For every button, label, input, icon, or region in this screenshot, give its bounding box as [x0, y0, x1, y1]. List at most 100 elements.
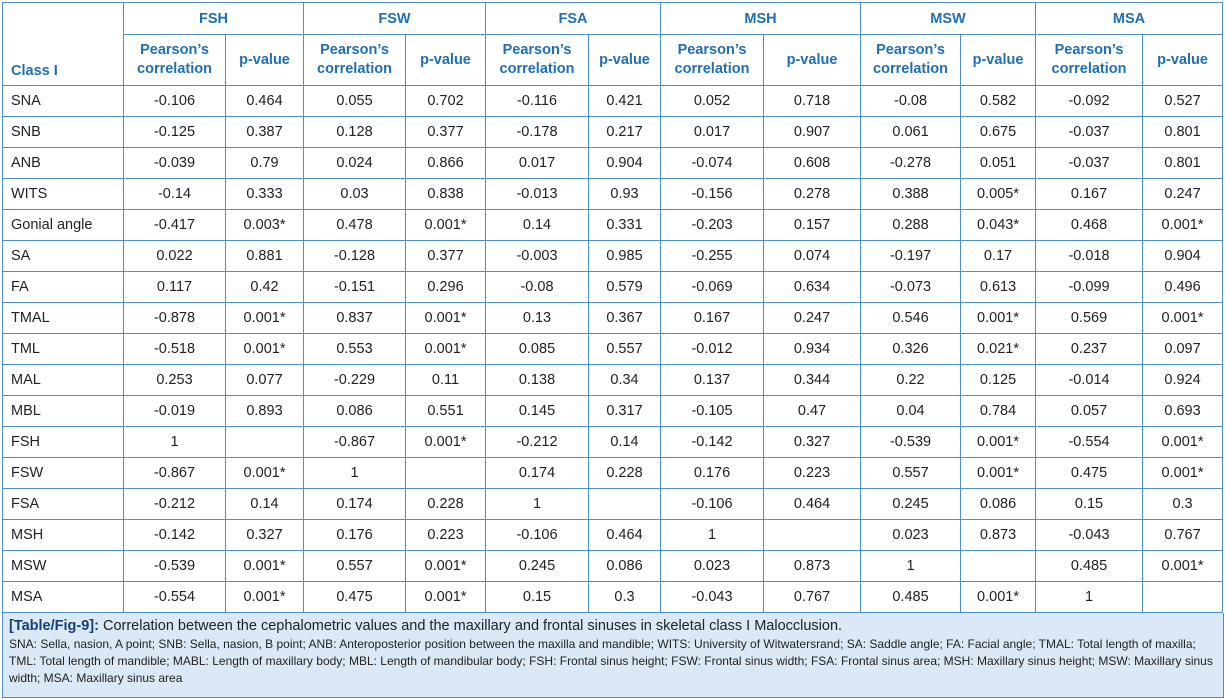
cell: 0.784: [960, 395, 1037, 427]
cell: -0.142: [123, 519, 226, 551]
cell: -0.212: [123, 488, 226, 520]
cell: 0.326: [860, 333, 962, 365]
cell: 0.985: [588, 240, 661, 272]
row-label: FSA: [2, 488, 124, 520]
cell: 1: [123, 426, 226, 458]
cell: 0.017: [660, 116, 764, 148]
cell: -0.878: [123, 302, 226, 334]
cell: -0.867: [123, 457, 226, 489]
cell: -0.151: [303, 271, 406, 303]
cell: 0.288: [860, 209, 962, 241]
group-header: FSH: [123, 2, 304, 35]
empty-cell: [225, 426, 304, 458]
cell: 0.077: [225, 364, 304, 396]
row-label: Gonial angle: [2, 209, 124, 241]
caption-text: Correlation between the cephalometric va…: [102, 618, 843, 634]
cell: 0.001*: [405, 333, 486, 365]
group-header: FSW: [303, 2, 486, 35]
table: Class I FSH FSW FSA MSH MSW MSA Pearson’s corre…: [2, 2, 1224, 613]
cell: 0.03: [303, 178, 406, 210]
cell: -0.018: [1035, 240, 1144, 272]
group-header: MSA: [1035, 2, 1224, 35]
data-row: SNA -0.106 0.464 0.055 0.702 -0.116 0.421 0.052…: [2, 85, 1224, 117]
cell: 0.14: [225, 488, 304, 520]
cell: 0.024: [303, 147, 406, 179]
data-row: ANB -0.039 0.79 0.024 0.866 0.017 0.904 -0.074 0…: [2, 147, 1224, 179]
empty-cell: [1142, 581, 1224, 613]
cell: 0.137: [660, 364, 764, 396]
cell: 1: [303, 457, 406, 489]
data-row: FSH 1 -0.867 0.001* -0.212 0.14 -0.142 0.327 -0.…: [2, 426, 1224, 458]
cell: 0.557: [588, 333, 661, 365]
caption-label: [Table/Fig-9]:: [9, 618, 99, 634]
data-row: FSA -0.212 0.14 0.174 0.228 1 -0.106 0.464 0.245…: [2, 488, 1224, 520]
cell: 1: [1035, 581, 1144, 613]
cell: -0.106: [660, 488, 764, 520]
table-body: SNA -0.106 0.464 0.055 0.702 -0.116 0.421 0.052…: [2, 85, 1224, 613]
cell: 0.217: [588, 116, 661, 148]
caption-title: [Table/Fig-9]: Correlation between the c…: [9, 617, 1217, 636]
cell: 0.873: [762, 550, 862, 582]
cell: -0.156: [660, 178, 764, 210]
cell: 0.317: [588, 395, 661, 427]
cell: -0.229: [303, 364, 406, 396]
cell: 0.023: [860, 519, 962, 551]
cell: 0.496: [1142, 271, 1224, 303]
cell: -0.043: [660, 581, 764, 613]
cell: 0.478: [303, 209, 406, 241]
cell: 0.837: [303, 302, 406, 334]
cell: 0.881: [225, 240, 304, 272]
subheader: p-value: [588, 34, 661, 86]
cell: 0.051: [960, 147, 1037, 179]
cell: 0.485: [860, 581, 962, 613]
cell: 0.001*: [960, 302, 1037, 334]
cell: 0.247: [762, 302, 862, 334]
subheader: Pearson’s correlation: [1035, 34, 1144, 86]
cell: 0.086: [303, 395, 406, 427]
footnote: SNA: Sella, nasion, A point; SNB: Sella,…: [9, 637, 1213, 685]
cell: 0.527: [1142, 85, 1224, 117]
cell: -0.116: [485, 85, 589, 117]
cell: 0.117: [123, 271, 226, 303]
cell: 0.005*: [960, 178, 1037, 210]
subheader: p-value: [1142, 34, 1224, 86]
data-row: SNB -0.125 0.387 0.128 0.377 -0.178 0.217 0.017…: [2, 116, 1224, 148]
row-label: FA: [2, 271, 124, 303]
cell: 0.001*: [1142, 302, 1224, 334]
data-row: FSW -0.867 0.001* 1 0.174 0.228 0.176 0.223 0.55…: [2, 457, 1224, 489]
cell: -0.14: [123, 178, 226, 210]
cell: -0.867: [303, 426, 406, 458]
cell: 0.223: [405, 519, 486, 551]
data-row: MSA -0.554 0.001* 0.475 0.001* 0.15 0.3 -0.043 0…: [2, 581, 1224, 613]
cell: 0.085: [485, 333, 589, 365]
subheader: Pearson’s correlation: [303, 34, 406, 86]
cell: 0.043*: [960, 209, 1037, 241]
cell: 0.3: [1142, 488, 1224, 520]
cell: 0.157: [762, 209, 862, 241]
row-label: ANB: [2, 147, 124, 179]
cell: 0.3: [588, 581, 661, 613]
cell: 0.228: [588, 457, 661, 489]
group-header: FSA: [485, 2, 661, 35]
cell: 0.331: [588, 209, 661, 241]
cell: 0.838: [405, 178, 486, 210]
cell: -0.099: [1035, 271, 1144, 303]
cell: 0.866: [405, 147, 486, 179]
data-row: MAL 0.253 0.077 -0.229 0.11 0.138 0.34 0.137 0.3…: [2, 364, 1224, 396]
cell: -0.178: [485, 116, 589, 148]
cell: -0.128: [303, 240, 406, 272]
row-label: MSW: [2, 550, 124, 582]
cell: 0.001*: [405, 209, 486, 241]
cell: 0.057: [1035, 395, 1144, 427]
cell: -0.255: [660, 240, 764, 272]
header-row: Class I FSH FSW FSA MSH MSW MSA: [2, 2, 1224, 86]
cell: 1: [660, 519, 764, 551]
empty-cell: [588, 488, 661, 520]
row-label: SNB: [2, 116, 124, 148]
cell: -0.073: [860, 271, 962, 303]
data-row: FA 0.117 0.42 -0.151 0.296 -0.08 0.579 -0.069 0.…: [2, 271, 1224, 303]
cell: -0.554: [1035, 426, 1144, 458]
cell: 0.296: [405, 271, 486, 303]
cell: 0.138: [485, 364, 589, 396]
cell: 0.001*: [225, 457, 304, 489]
